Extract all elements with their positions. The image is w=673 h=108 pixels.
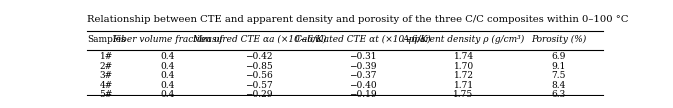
Text: −0.29: −0.29 (245, 90, 273, 99)
Text: 1#: 1# (100, 52, 113, 61)
Text: 9.1: 9.1 (552, 62, 566, 71)
Text: −0.31: −0.31 (349, 52, 377, 61)
Text: 0.4: 0.4 (160, 52, 175, 61)
Text: 1.70: 1.70 (454, 62, 474, 71)
Text: Fiber volume fraction υf: Fiber volume fraction υf (112, 35, 223, 44)
Text: 2#: 2# (100, 62, 113, 71)
Text: −0.39: −0.39 (349, 62, 377, 71)
Text: 1.72: 1.72 (454, 71, 474, 80)
Text: Measured CTE αa (×10−6/K): Measured CTE αa (×10−6/K) (192, 35, 326, 44)
Text: 1.71: 1.71 (454, 81, 474, 90)
Text: Relationship between CTE and apparent density and porosity of the three C/C comp: Relationship between CTE and apparent de… (87, 15, 628, 24)
Text: 1.74: 1.74 (454, 52, 474, 61)
Text: −0.56: −0.56 (245, 71, 273, 80)
Text: −0.57: −0.57 (245, 81, 273, 90)
Text: 4#: 4# (100, 81, 113, 90)
Text: −0.40: −0.40 (349, 81, 377, 90)
Text: −0.42: −0.42 (245, 52, 273, 61)
Text: 6.9: 6.9 (552, 52, 566, 61)
Text: 0.4: 0.4 (160, 71, 175, 80)
Text: Calculated CTE αt (×10−6/K): Calculated CTE αt (×10−6/K) (295, 35, 431, 44)
Text: −0.85: −0.85 (245, 62, 273, 71)
Text: 0.4: 0.4 (160, 90, 175, 99)
Text: 3#: 3# (100, 71, 113, 80)
Text: Apparent density ρ (g/cm³): Apparent density ρ (g/cm³) (402, 35, 525, 44)
Text: 7.5: 7.5 (551, 71, 566, 80)
Text: 5#: 5# (100, 90, 113, 99)
Text: Porosity (%): Porosity (%) (531, 35, 586, 44)
Text: 8.4: 8.4 (552, 81, 566, 90)
Text: −0.37: −0.37 (349, 71, 377, 80)
Text: 6.3: 6.3 (552, 90, 566, 99)
Text: 1.75: 1.75 (454, 90, 474, 99)
Text: 0.4: 0.4 (160, 62, 175, 71)
Text: −0.19: −0.19 (349, 90, 377, 99)
Text: 0.4: 0.4 (160, 81, 175, 90)
Text: Samples: Samples (87, 35, 126, 44)
